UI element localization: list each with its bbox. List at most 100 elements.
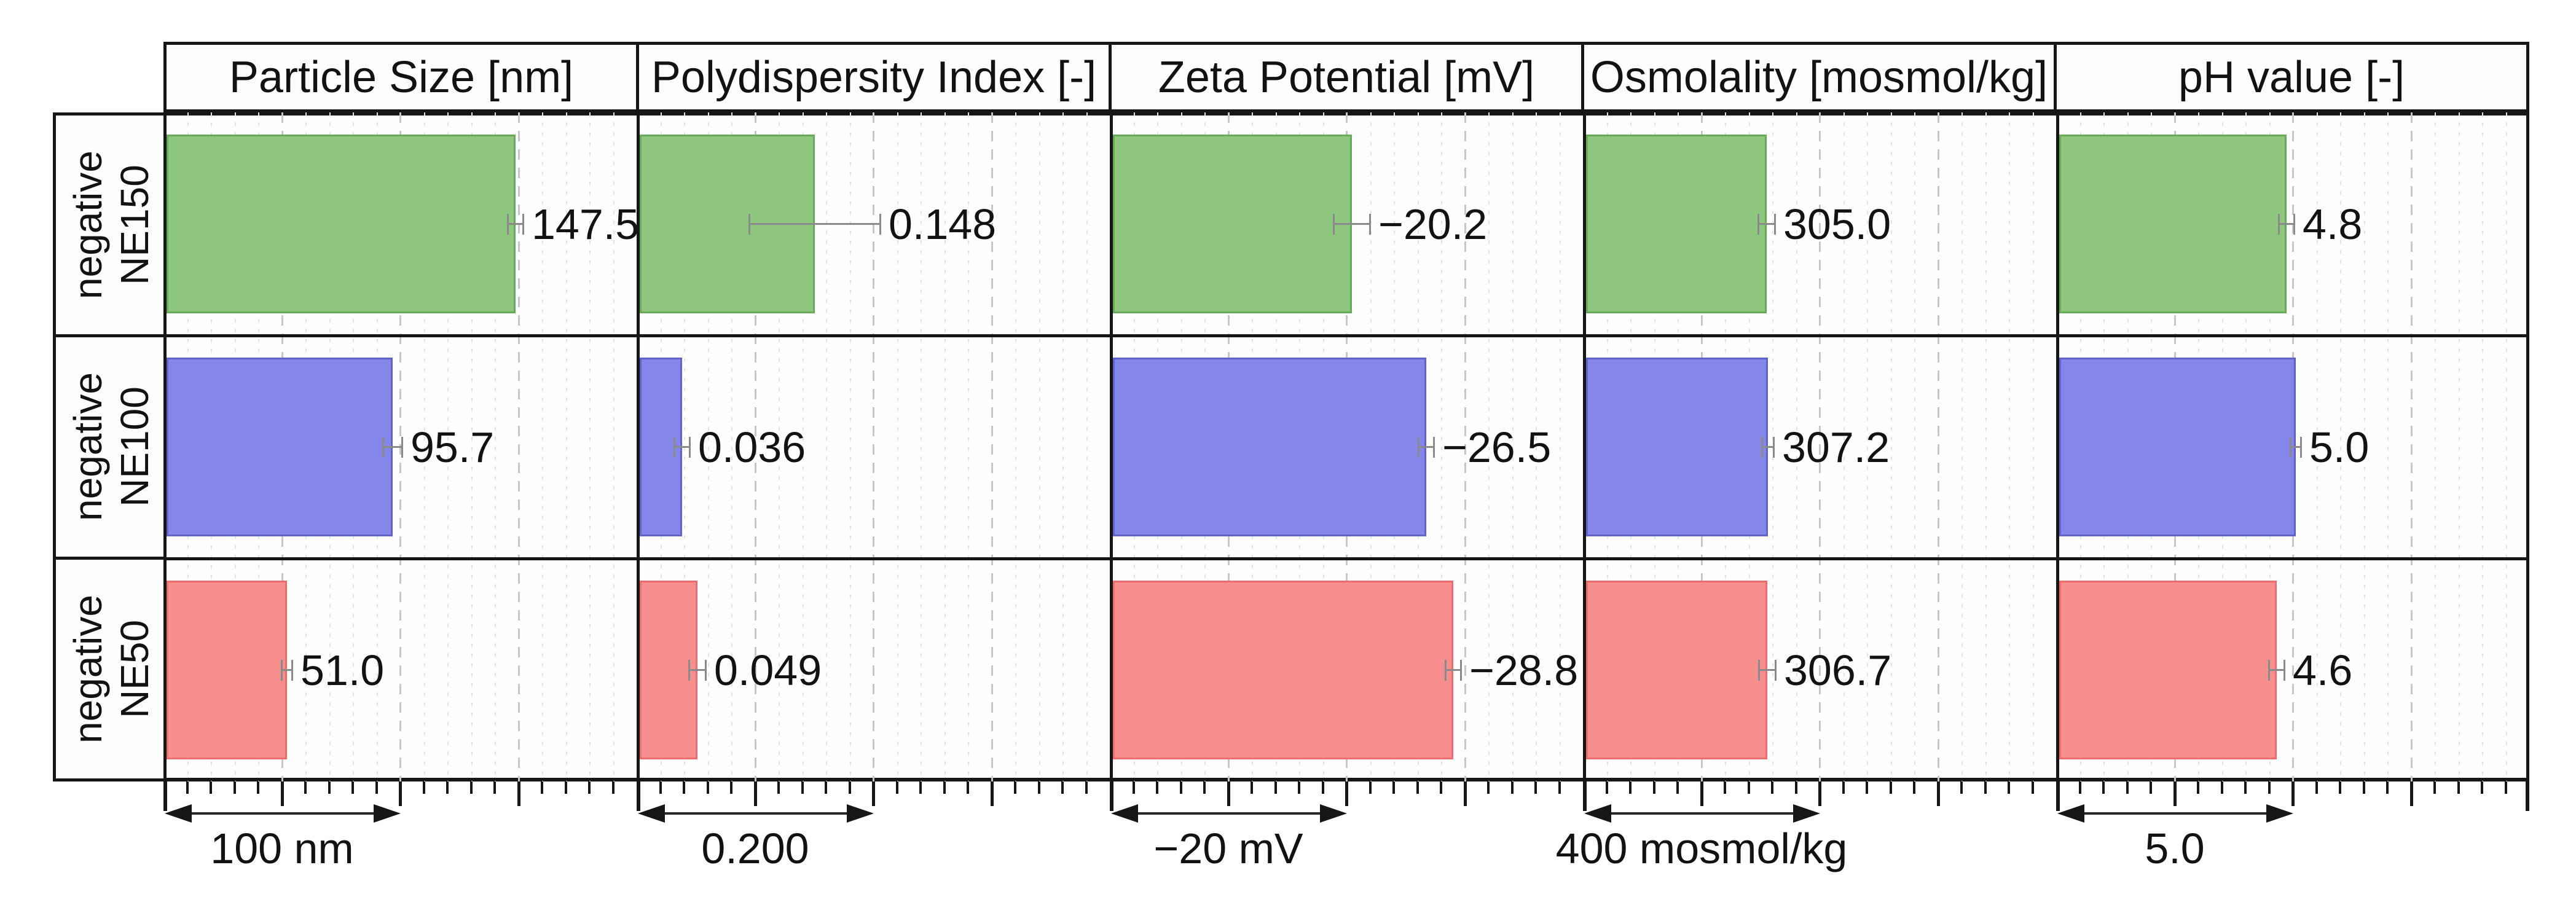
- scale-arrow-ph-value: [2077, 812, 2274, 815]
- value-label-ph-value: 5.0: [2309, 423, 2370, 471]
- scale-arrow-left-head: [165, 804, 192, 823]
- minor-gridline: [708, 112, 709, 781]
- axis-minor-tick: [1487, 781, 1490, 794]
- axis-major-tick: [991, 781, 994, 806]
- error-bar: [1334, 223, 1370, 225]
- minor-gridline: [1796, 112, 1797, 781]
- axis-minor-tick: [1156, 781, 1158, 794]
- minor-gridline: [1086, 112, 1088, 781]
- error-bar: [2279, 223, 2294, 225]
- row-divider: [163, 334, 2529, 337]
- axis-minor-tick: [541, 781, 543, 794]
- bar-particle-size-ne100: [167, 358, 393, 536]
- row-label-cell-ne150: negative NE150: [56, 116, 167, 334]
- minor-gridline: [1867, 112, 1868, 781]
- axis-minor-tick: [2126, 781, 2129, 794]
- minor-gridline: [2364, 112, 2365, 781]
- axis-minor-tick: [2505, 781, 2507, 794]
- error-bar-cap-left: [382, 437, 384, 458]
- error-bar-cap-right: [689, 437, 691, 458]
- scale-arrow-right-head: [374, 804, 401, 823]
- value-label-zeta-potential: −20.2: [1378, 200, 1488, 248]
- axis-boundary-stub: [637, 781, 640, 811]
- minor-gridline: [2435, 112, 2436, 781]
- minor-gridline: [968, 112, 969, 781]
- error-bar-cap-right: [2300, 437, 2302, 458]
- axis-minor-tick: [943, 781, 946, 794]
- panel-divider: [1110, 112, 1113, 781]
- axis-boundary-stub: [2056, 781, 2060, 811]
- axis-minor-tick: [2363, 781, 2365, 794]
- plot-border-left: [163, 112, 167, 781]
- minor-gridline: [2317, 112, 2318, 781]
- axis-minor-tick: [2079, 781, 2081, 794]
- row-divider: [163, 557, 2529, 560]
- minor-gridline: [2009, 112, 2010, 781]
- error-bar-cap-right: [879, 214, 881, 235]
- axis-minor-tick: [2268, 781, 2271, 794]
- axis-minor-tick: [1866, 781, 1868, 794]
- value-label-zeta-potential: −26.5: [1442, 423, 1552, 471]
- error-bar-cap-left: [281, 660, 283, 681]
- minor-gridline: [1015, 112, 1016, 781]
- axis-major-tick: [754, 781, 757, 806]
- major-gridline: [991, 112, 993, 781]
- axis-major-tick: [2291, 781, 2295, 806]
- minor-gridline: [2340, 112, 2341, 781]
- error-bar-cap-left: [1445, 660, 1447, 681]
- error-bar-cap-left: [688, 660, 690, 681]
- panel-header-osmolality: Osmolality [mosmol/kg]: [1581, 45, 2054, 109]
- error-bar-cap-left: [1761, 437, 1763, 458]
- error-bar-cap-left: [1758, 660, 1760, 681]
- scale-arrow-left-head: [1111, 804, 1138, 823]
- panel-header-polydispersity-index: Polydispersity Index [-]: [636, 45, 1109, 109]
- axis-minor-tick: [1960, 781, 1963, 794]
- row-label-line1: negative: [66, 151, 110, 300]
- scale-label-particle-size: 100 nm: [210, 825, 354, 872]
- error-bar-cap-left: [2278, 214, 2280, 235]
- minor-gridline: [1512, 112, 1514, 781]
- axis-minor-tick: [1534, 781, 1537, 794]
- plot-border-right: [2526, 112, 2529, 781]
- axis-major-tick: [1345, 781, 1348, 806]
- error-bar: [750, 223, 880, 225]
- row-label-negative-ne100: negative NE100: [65, 373, 158, 522]
- bar-ph-value-ne100: [2059, 358, 2296, 536]
- scale-arrow-zeta-potential: [1131, 812, 1328, 815]
- axis-minor-tick: [2221, 781, 2223, 794]
- axis-minor-tick: [328, 781, 331, 794]
- row-label-cell-ne100: negative NE100: [56, 334, 167, 556]
- axis-minor-tick: [234, 781, 236, 794]
- axis-major-tick: [1700, 781, 1703, 806]
- plot-area: 147.5 95.7 51.0 0.148 0.036 0.049 −20.2 −26.5 −2…: [163, 112, 2529, 781]
- axis-minor-tick: [2386, 781, 2389, 794]
- axis-minor-tick: [1251, 781, 1253, 794]
- error-bar-cap-left: [1418, 437, 1420, 458]
- minor-gridline: [589, 112, 591, 781]
- minor-gridline: [566, 112, 567, 781]
- axis-minor-tick: [470, 781, 473, 794]
- scale-arrow-left-head: [1584, 804, 1611, 823]
- bar-particle-size-ne50: [167, 581, 287, 759]
- scale-arrow-osmolality: [1604, 812, 1801, 815]
- error-bar: [689, 669, 705, 671]
- axis-minor-tick: [423, 781, 425, 794]
- axis-minor-tick: [2481, 781, 2483, 794]
- axis-boundary-stub: [2526, 781, 2529, 811]
- axis-major-tick: [2174, 781, 2177, 806]
- minor-gridline: [1891, 112, 1892, 781]
- bar-polydispersity-index-ne50: [640, 581, 697, 759]
- scale-arrow-right-head: [847, 804, 874, 823]
- value-label-ph-value: 4.8: [2303, 200, 2363, 248]
- axis-minor-tick: [1795, 781, 1797, 794]
- axis-minor-tick: [1842, 781, 1845, 794]
- minor-gridline: [779, 112, 780, 781]
- scale-arrow-particle-size: [184, 812, 382, 815]
- error-bar: [1419, 446, 1434, 448]
- minor-gridline: [850, 112, 851, 781]
- axis-minor-tick: [1274, 781, 1277, 794]
- major-gridline: [2411, 112, 2413, 781]
- error-bar-cap-right: [1460, 660, 1462, 681]
- error-bar: [383, 446, 402, 448]
